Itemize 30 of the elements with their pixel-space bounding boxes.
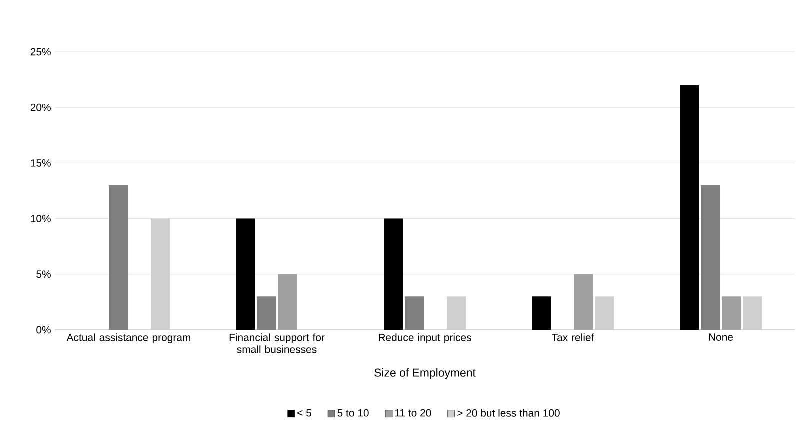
bar [405,296,424,330]
bar [722,296,742,330]
y-tick-label: 25% [30,48,51,56]
legend-label: 11 to 20 [395,409,432,417]
bar [446,296,466,330]
x-tick-label: Actual assistance program [66,334,190,344]
legend-label: < 5 [298,409,312,417]
bar [742,296,762,330]
bar [595,296,614,330]
x-tick-label: Reduce input prices [379,334,472,344]
legend-label: 5 to 10 [338,409,369,417]
bar [532,296,552,330]
bar [236,218,256,330]
y-tick-label: 20% [30,104,51,112]
bar [109,185,128,330]
y-tick-label: 15% [31,160,51,167]
bar [701,185,720,330]
x-tick-label: Financial support for small businesses [230,334,325,354]
x-tick-label: None [709,334,734,341]
x-axis-title: Size of Employment [374,368,476,380]
y-tick-label: 0% [36,326,51,334]
x-tick-label: Tax relief [552,334,594,342]
bar [574,274,594,330]
bar [384,218,404,330]
y-tick-label: 5% [36,270,51,278]
legend-label: > 20 but less than 100 [458,409,560,417]
bar [680,85,700,330]
bar [257,296,276,330]
y-tick-label: 10% [31,215,51,222]
bar [278,274,298,330]
